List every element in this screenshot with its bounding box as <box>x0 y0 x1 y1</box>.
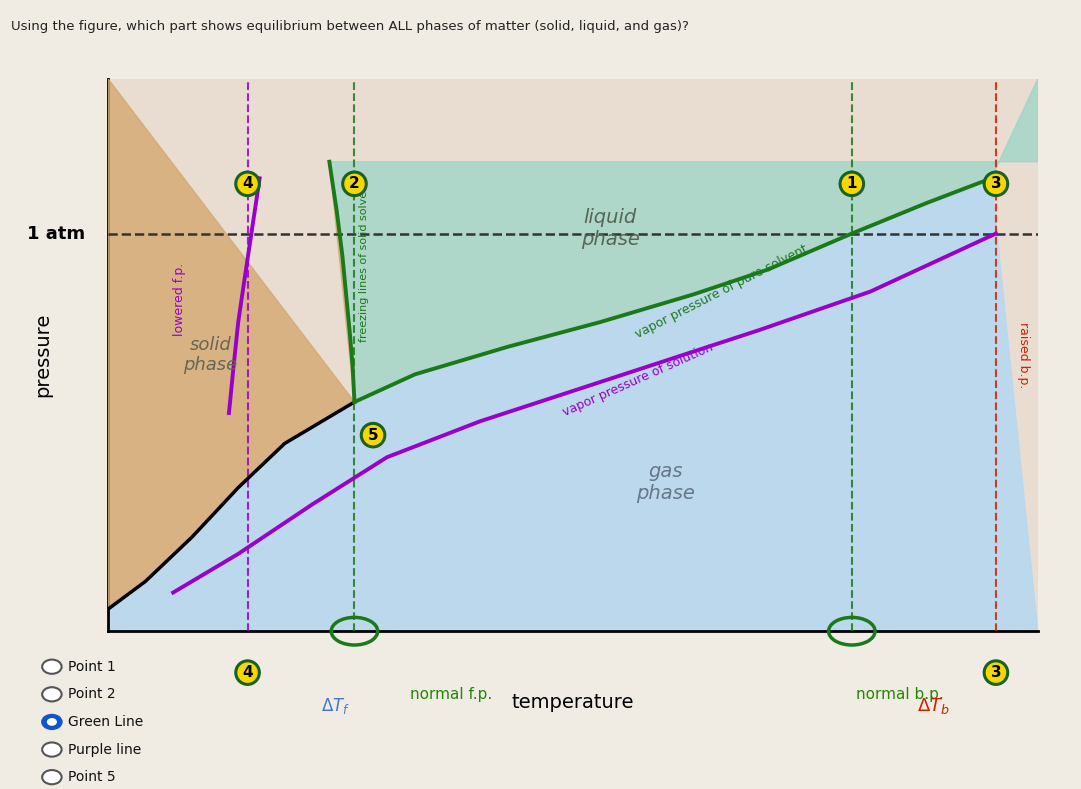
Text: Purple line: Purple line <box>68 742 142 757</box>
Text: normal b.p.: normal b.p. <box>856 687 944 702</box>
Polygon shape <box>330 79 1038 402</box>
Text: 4: 4 <box>242 176 253 192</box>
Text: liquid
phase: liquid phase <box>580 208 640 249</box>
Text: Point 2: Point 2 <box>68 687 116 701</box>
Text: gas
phase: gas phase <box>637 462 695 503</box>
Text: 2: 2 <box>349 176 360 192</box>
Text: normal f.p.: normal f.p. <box>411 687 493 702</box>
Polygon shape <box>108 79 355 609</box>
Text: Green Line: Green Line <box>68 715 144 729</box>
Text: 3: 3 <box>990 176 1001 192</box>
Text: Using the figure, which part shows equilibrium between ALL phases of matter (sol: Using the figure, which part shows equil… <box>11 20 689 32</box>
Text: vapor pressure of solution: vapor pressure of solution <box>561 341 716 419</box>
Text: 1 atm: 1 atm <box>27 225 85 242</box>
Polygon shape <box>108 178 1038 631</box>
Text: raised b.p.: raised b.p. <box>1017 322 1030 388</box>
Text: 3: 3 <box>990 665 1001 680</box>
Text: $\Delta T_f$: $\Delta T_f$ <box>321 696 350 716</box>
Text: Point 5: Point 5 <box>68 770 116 784</box>
Text: 1: 1 <box>846 176 857 192</box>
Text: temperature: temperature <box>511 694 635 712</box>
Text: $\Delta T_b$: $\Delta T_b$ <box>917 696 949 716</box>
Text: pressure: pressure <box>34 313 53 397</box>
Text: vapor pressure of pure solvent: vapor pressure of pure solvent <box>633 242 810 341</box>
Text: lowered f.p.: lowered f.p. <box>173 264 186 336</box>
Text: 5: 5 <box>368 428 378 443</box>
Text: Point 1: Point 1 <box>68 660 116 674</box>
Text: solid
phase: solid phase <box>184 335 238 375</box>
Text: 4: 4 <box>242 665 253 680</box>
Text: freezing lines of solid solvent: freezing lines of solid solvent <box>359 180 369 342</box>
